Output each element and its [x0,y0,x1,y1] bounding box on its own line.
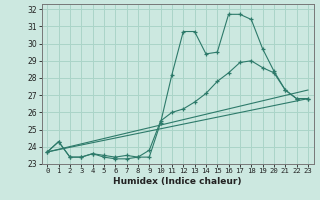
X-axis label: Humidex (Indice chaleur): Humidex (Indice chaleur) [113,177,242,186]
